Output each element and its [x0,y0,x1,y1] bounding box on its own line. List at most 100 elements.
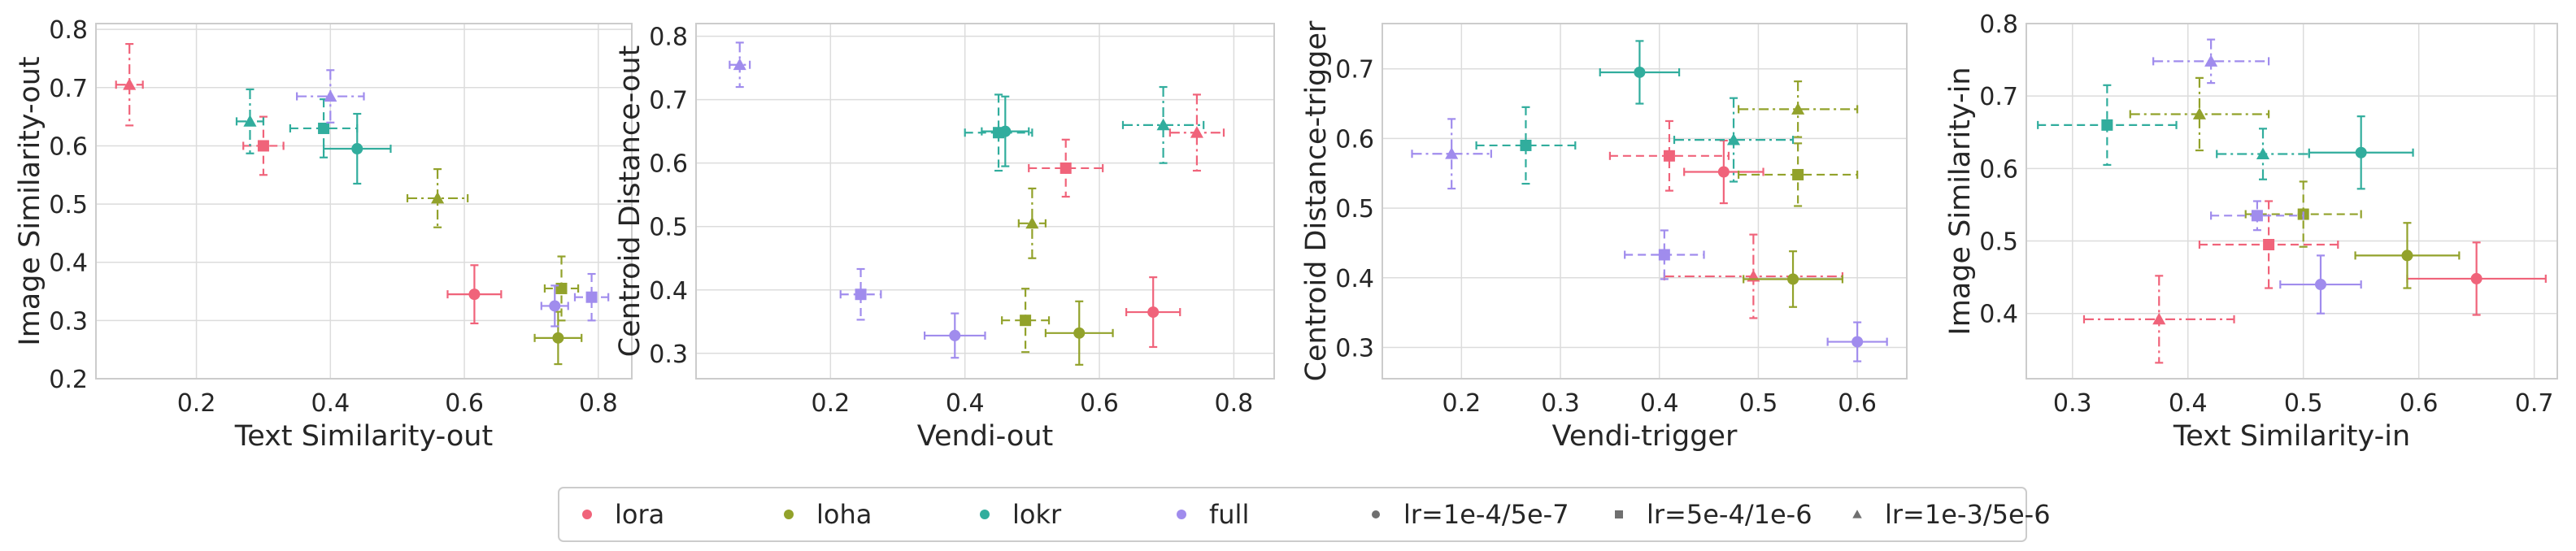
y-tick-label: 0.5 [1335,195,1374,223]
legend-marker [1852,510,1862,518]
data-point-full-circle [2279,254,2362,315]
chart-panel-3: 0.2 0.3 0.4 0.5 0.6 0.3 0.4 0.5 0.6 0.7 Vendi-trig… [1300,20,1908,453]
data-marker [1791,102,1805,115]
y-tick-label: 0.3 [1335,334,1374,362]
data-point-lora-square [2198,200,2339,289]
data-marker [555,282,568,294]
data-marker [552,332,564,344]
y-tick-label: 0.6 [1979,155,2018,184]
data-marker [123,78,137,90]
axes-frame [695,23,1275,380]
data-marker [549,300,561,312]
data-marker [1520,139,1532,151]
y-tick-label: 0.7 [49,75,88,103]
x-tick-label: 0.4 [946,389,985,418]
data-marker [585,291,598,303]
legend-label: lokr [1012,499,1062,530]
y-tick-label: 0.5 [1979,228,2018,257]
data-point-lokr-circle [981,95,1030,167]
data-marker [2101,119,2113,131]
data-marker [257,140,269,152]
data-point-lora-triangle [115,42,144,127]
x-tick-label: 0.6 [445,389,484,418]
legend-label: lr=1e-3/5e-6 [1885,499,2051,530]
data-marker [2256,147,2270,159]
legend-entry-lr-1e-3-5e-6: lr=1e-3/5e-6 [1852,499,2051,530]
data-point-lokr-triangle [1121,85,1205,164]
data-point-loha-circle [1044,300,1114,366]
data-marker [2263,239,2275,251]
x-tick-label: 0.6 [1080,389,1119,418]
data-marker [1792,168,1804,180]
legend-label: loha [816,499,872,530]
data-marker [2152,312,2166,325]
data-point-loha-triangle [2129,76,2270,152]
data-marker [431,191,445,204]
data-marker [324,89,337,102]
panels: 0.2 0.4 0.6 0.8 0.2 0.3 0.4 0.5 0.6 0.7 0.8 Text Si… [14,11,2558,453]
data-point-lora-square [1028,138,1104,198]
data-point-loha-triangle [1738,80,1859,138]
x-tick-label: 0.2 [811,389,850,418]
y-tick-label: 0.7 [649,87,688,115]
y-axis-label: Image Similarity-in [1944,67,1977,335]
x-tick-label: 0.5 [2284,389,2323,418]
y-axis-label: Image Similarity-out [14,56,46,345]
x-axis-label: Vendi-trigger [1552,420,1738,453]
x-tick-label: 0.6 [2400,389,2439,418]
data-point-loha-square [1001,288,1051,354]
data-point-loha-triangle [1017,187,1047,259]
data-marker [1852,336,1864,348]
y-tick-label: 0.8 [649,24,688,52]
data-marker [1787,273,1799,285]
x-tick-label: 0.2 [1442,389,1481,418]
data-point-full-triangle [2152,38,2270,85]
data-point-lora-triangle [1168,93,1225,172]
data-point-lokr-circle [2308,115,2414,190]
y-tick-label: 0.2 [49,366,88,394]
y-tick-label: 0.4 [1335,265,1374,293]
data-marker [1658,249,1670,261]
axes-frame [1382,23,1908,380]
x-tick-label: 0.3 [2053,389,2092,418]
data-marker [1020,315,1032,327]
legend-entry-lr-1e-4-5e-7: lr=1e-4/5e-7 [1372,499,1569,530]
x-axis-label: Text Similarity-in [2173,420,2410,453]
chart-panel-2: 0.2 0.4 0.6 0.8 0.3 0.4 0.5 0.6 0.7 0.8 Vendi-out C… [614,23,1275,453]
data-marker [2470,272,2482,284]
data-point-loha-circle [533,310,583,366]
data-marker [1717,166,1730,178]
legend-entry-lokr: lokr [980,499,1062,530]
axes-frame [95,23,633,380]
data-marker [1634,66,1646,78]
plot-area [96,24,632,379]
legend-entry-full: full [1177,499,1249,530]
data-marker [733,58,746,71]
data-marker [2314,279,2326,291]
x-tick-label: 0.4 [311,389,350,418]
data-point-lora-triangle [2082,275,2235,364]
data-marker [1190,126,1203,138]
chart-panel-1: 0.2 0.4 0.6 0.8 0.2 0.3 0.4 0.5 0.6 0.7 0.8 Text Si… [14,16,633,453]
data-point-full-square [1624,229,1705,280]
data-point-lora-circle [2406,241,2547,316]
data-point-lokr-square [1475,106,1577,185]
legend-entry-loha: loha [784,499,872,530]
data-marker [999,125,1012,137]
legend-marker [1615,510,1623,518]
data-point-full-circle [1826,321,1888,362]
data-marker [855,289,867,301]
legend-label: full [1209,499,1249,530]
data-point-lora-circle [446,264,503,325]
data-point-full-circle [540,284,569,328]
y-tick-label: 0.5 [49,191,88,219]
data-marker [468,289,481,301]
data-point-full-triangle [729,41,751,89]
x-tick-label: 0.5 [1739,389,1778,418]
legend-entry-lora: lora [582,499,664,530]
y-axis-label: Centroid Distance-trigger [1300,20,1333,381]
x-axis-label: Vendi-out [917,420,1053,453]
data-marker [2204,54,2218,67]
y-tick-label: 0.4 [649,277,688,306]
x-tick-label: 0.7 [2515,389,2554,418]
